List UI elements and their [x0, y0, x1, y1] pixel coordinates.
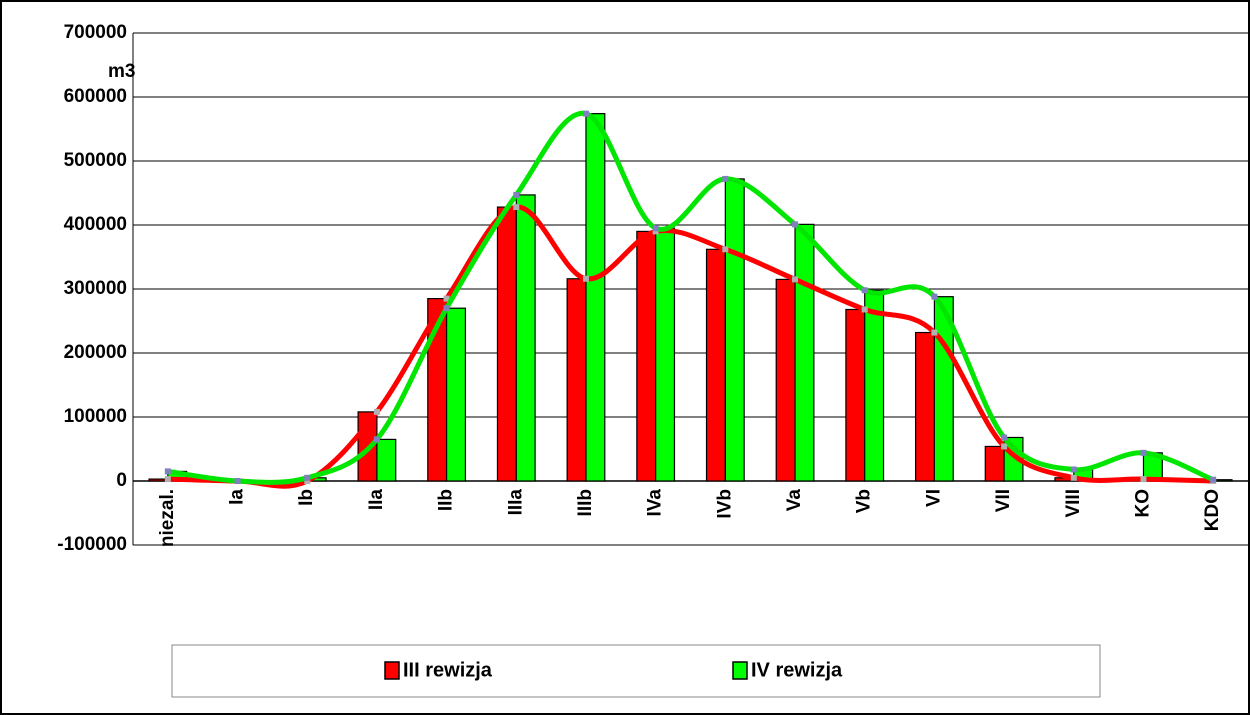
legend-label: III rewizja: [403, 659, 493, 681]
bar: [585, 113, 606, 482]
legend-swatch: [732, 661, 748, 680]
x-tick-label: KO: [1132, 489, 1153, 518]
bar: [515, 194, 536, 482]
x-tick-label: Va: [784, 489, 805, 512]
bar: [445, 307, 467, 482]
line-marker: [931, 293, 938, 300]
line-marker: [234, 478, 241, 484]
legend-label: IV rewizja: [751, 659, 843, 681]
bar: [655, 227, 676, 482]
bar: [914, 331, 936, 482]
line-marker: [1140, 476, 1147, 483]
line-marker: [861, 306, 868, 313]
y-tick-label: 700000: [64, 22, 127, 43]
x-tick-label: niezal.: [157, 489, 178, 547]
line-marker: [652, 228, 659, 235]
line-marker: [304, 478, 311, 484]
x-tick-label: IIa: [366, 489, 387, 511]
line-marker: [652, 225, 659, 232]
bar: [724, 178, 745, 482]
line-marker: [443, 295, 450, 302]
line-marker: [164, 476, 171, 483]
x-tick-label: IIb: [436, 489, 457, 511]
bar: [864, 289, 885, 482]
line-marker: [513, 204, 520, 211]
y-tick-label: 600000: [64, 86, 127, 107]
line-marker: [722, 175, 729, 182]
y-tick-label: 100000: [64, 406, 127, 427]
line-marker: [1210, 476, 1217, 483]
y-tick-label: -100000: [57, 534, 127, 555]
line-marker: [164, 468, 171, 475]
bar: [984, 445, 1005, 482]
line-marker: [1001, 443, 1008, 450]
x-tick-label: Vb: [854, 489, 875, 513]
line-marker: [582, 110, 589, 117]
legend-box: [171, 644, 1101, 698]
line-marker: [513, 191, 520, 198]
line-marker: [931, 329, 938, 336]
y-tick-label: 500000: [64, 150, 127, 171]
x-tick-label: VI: [923, 489, 944, 507]
x-tick-label: VIII: [1063, 489, 1084, 518]
bar: [566, 278, 587, 482]
y-tick-label: 400000: [64, 214, 127, 235]
bar: [376, 438, 397, 482]
line-marker: [1070, 466, 1077, 473]
x-tick-label: IVb: [714, 489, 735, 519]
line-marker: [792, 276, 799, 283]
series-line: [167, 110, 1215, 485]
y-tick-label: 200000: [64, 342, 127, 363]
line-marker: [1140, 449, 1147, 456]
line-marker: [304, 474, 311, 481]
x-tick-label: Ib: [296, 489, 317, 506]
bar: [794, 223, 815, 482]
line-marker: [861, 287, 868, 294]
bar: [705, 248, 726, 482]
line-marker: [722, 246, 729, 253]
line-marker: [373, 408, 380, 415]
bar: [496, 206, 517, 482]
x-tick-label: IVa: [645, 489, 666, 517]
y-tick-label: 300000: [64, 278, 127, 299]
bar: [775, 278, 796, 482]
x-tick-label: KDO: [1202, 489, 1223, 531]
line-marker: [1001, 434, 1008, 441]
y-axis-label: m3: [108, 61, 135, 82]
x-tick-label: VII: [993, 489, 1014, 512]
x-tick-label: Ia: [227, 489, 248, 505]
bar: [933, 296, 954, 482]
line-marker: [582, 275, 589, 282]
line-marker: [792, 221, 799, 228]
line-marker: [373, 436, 380, 443]
bar: [845, 308, 866, 482]
bar: [636, 230, 657, 482]
x-tick-label: IIIa: [505, 489, 526, 516]
x-tick-label: IIIb: [575, 489, 596, 516]
y-tick-label: 0: [116, 470, 127, 491]
legend-swatch: [384, 661, 400, 680]
line-marker: [443, 305, 450, 312]
line-marker: [1070, 474, 1077, 481]
